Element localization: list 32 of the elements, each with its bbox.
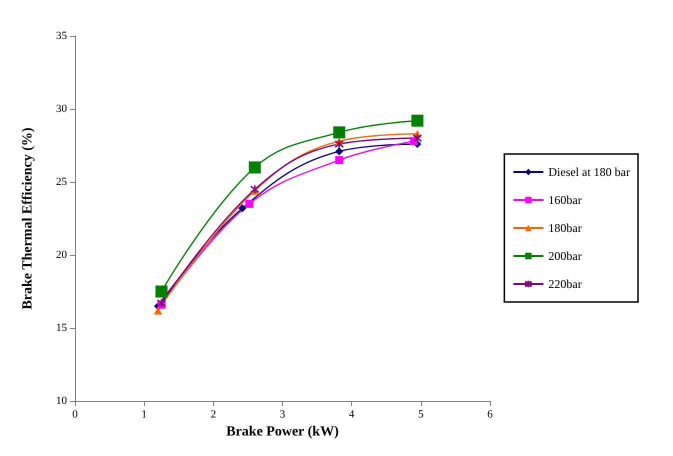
legend-label: 220bar bbox=[548, 277, 582, 291]
x-axis-title: Brake Power (kW) bbox=[226, 424, 340, 440]
point bbox=[245, 200, 254, 208]
x-tick-label: 1 bbox=[141, 408, 147, 420]
point bbox=[154, 306, 162, 314]
y-tick-label: 15 bbox=[56, 322, 68, 334]
point bbox=[156, 298, 166, 308]
legend-label: Diesel at 180 bar bbox=[548, 165, 630, 179]
y-axis-title: Brake Thermal Efficiency (%) bbox=[20, 127, 36, 310]
point bbox=[155, 286, 168, 298]
x-tick-label: 5 bbox=[418, 408, 424, 420]
legend-label: 180bar bbox=[548, 221, 582, 235]
x-tick-label: 6 bbox=[487, 408, 494, 420]
y-tick-label: 35 bbox=[56, 30, 68, 42]
y-tick-label: 25 bbox=[56, 176, 68, 188]
point bbox=[248, 161, 261, 174]
point bbox=[238, 204, 246, 212]
legend-label: 160bar bbox=[548, 193, 582, 207]
point bbox=[335, 156, 344, 164]
point bbox=[334, 139, 344, 149]
point bbox=[333, 126, 346, 138]
point bbox=[412, 133, 422, 143]
x-tick-label: 0 bbox=[72, 408, 78, 420]
y-tick-label: 10 bbox=[56, 395, 68, 407]
x-tick-label: 3 bbox=[280, 408, 286, 420]
x-tick-label: 4 bbox=[348, 408, 355, 420]
y-tick-label: 30 bbox=[56, 103, 68, 115]
point bbox=[411, 114, 424, 127]
x-tick-label: 2 bbox=[210, 408, 216, 420]
legend-label: 200bar bbox=[548, 249, 582, 263]
y-tick-label: 20 bbox=[56, 249, 68, 261]
point bbox=[335, 147, 344, 156]
